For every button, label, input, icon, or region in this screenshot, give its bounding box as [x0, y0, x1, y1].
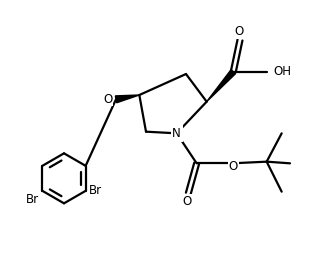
Text: Br: Br	[89, 184, 102, 197]
Text: Br: Br	[26, 193, 39, 206]
Text: N: N	[172, 127, 181, 140]
Text: O: O	[229, 160, 238, 173]
Text: O: O	[103, 93, 113, 106]
Text: O: O	[182, 195, 191, 208]
Polygon shape	[115, 95, 139, 103]
Text: OH: OH	[273, 65, 291, 78]
Text: O: O	[235, 25, 244, 38]
Polygon shape	[207, 70, 236, 102]
